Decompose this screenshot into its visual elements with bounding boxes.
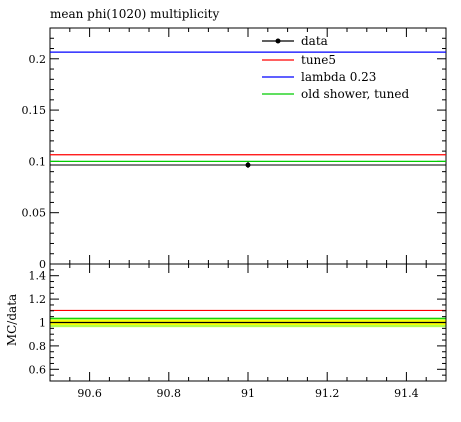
y-tick-label: 0.15 (22, 104, 47, 117)
y-tick-label: 0.05 (22, 207, 47, 220)
x-tick-label: 90.6 (77, 387, 102, 400)
ratio-y-tick-label: 1.2 (29, 293, 47, 306)
ratio-y-tick-label: 1 (39, 317, 46, 330)
y-tick-label: 0 (39, 258, 46, 271)
legend-label: lambda 0.23 (301, 70, 376, 84)
ratio-y-tick-label: 0.8 (29, 340, 47, 353)
main-plot-frame (49, 27, 447, 265)
legend-label: data (301, 34, 328, 48)
legend-marker-data (275, 38, 281, 44)
x-tick-label: 91 (241, 387, 255, 400)
x-tick-label: 91.2 (315, 387, 340, 400)
data-point (245, 162, 251, 168)
ratio-y-tick-label: 0.6 (29, 363, 47, 376)
legend-label: tune5 (301, 53, 336, 67)
ratio-y-tick-label: 1.4 (29, 270, 47, 283)
ratio-panel: 0.6 0.8 1 1.2 1.4 90.6 90.8 91 91.2 91.4 (29, 263, 447, 400)
x-tick-label: 90.8 (157, 387, 182, 400)
main-panel: 0 0.05 0.1 0.15 0.2 data tune5 lambda 0.23 old s… (22, 27, 447, 271)
y-tick-label: 0.2 (29, 53, 47, 66)
ratio-y-axis-label: MC/data (5, 294, 19, 346)
x-tick-label: 91.4 (394, 387, 419, 400)
y-tick-label: 0.1 (29, 155, 47, 168)
legend: data tune5 lambda 0.23 old shower, tuned (262, 34, 409, 101)
chart-title: mean phi(1020) multiplicity (50, 7, 219, 21)
legend-label: old shower, tuned (301, 87, 409, 101)
